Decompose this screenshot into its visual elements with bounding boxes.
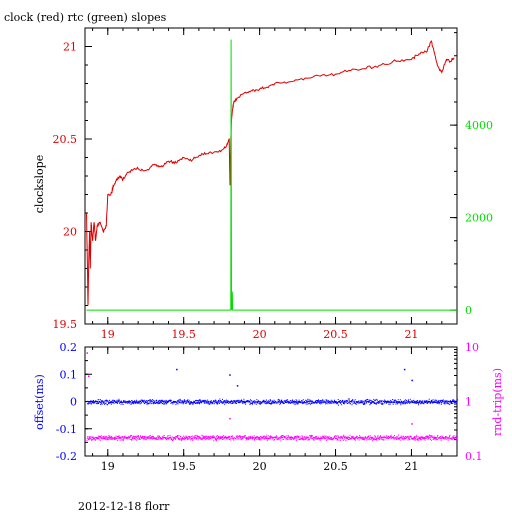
rndtrip-points xyxy=(86,352,458,442)
x-tick-label: 20 xyxy=(253,328,267,341)
offset-outlier xyxy=(229,374,231,376)
upper-plot-frame xyxy=(84,27,458,325)
x-tick-label: 19 xyxy=(101,328,115,341)
y2-tick-label: 0.1 xyxy=(465,450,483,463)
chart-title: clock (red) rtc (green) slopes xyxy=(4,11,167,24)
offset-outlier xyxy=(411,379,413,382)
x-tick-label: 21 xyxy=(404,460,418,473)
rndtrip-outlier xyxy=(411,423,413,425)
rndtrip-outlier xyxy=(88,375,90,377)
upper-x-axis: 19 19.5 20 20.5 21 xyxy=(92,28,443,341)
y-tick-label: -0.2 xyxy=(56,450,77,463)
y-tick-label: 0.2 xyxy=(60,341,78,354)
y-tick-label: 0 xyxy=(70,396,77,409)
upper-series xyxy=(86,39,457,311)
x-tick-label: 19.5 xyxy=(171,460,196,473)
y2-tick-label: 4000 xyxy=(465,119,493,132)
y-tick-label: 0.1 xyxy=(60,368,78,381)
lower-panel: 19 19.5 20 20.5 21 -0.2 -0.1 0 0.1 0.2 0.1 1 10 of… xyxy=(33,341,504,473)
offset-points xyxy=(86,368,458,406)
y-tick-label: 19.5 xyxy=(53,318,78,331)
x-tick-label: 21 xyxy=(404,328,418,341)
lower-series xyxy=(86,352,458,442)
x-tick-label: 19.5 xyxy=(171,328,196,341)
offset-cloud xyxy=(86,398,458,406)
y2-tick-label: 0 xyxy=(465,304,472,317)
lower-y2-axis-label: rnd-trip(ms) xyxy=(491,368,504,436)
lower-y-axis-label: offset(ms) xyxy=(33,374,46,430)
x-tick-label: 20.5 xyxy=(323,328,348,341)
offset-outlier xyxy=(403,368,406,371)
offset-outlier xyxy=(176,368,178,371)
y-tick-label: 20 xyxy=(63,226,77,239)
y2-tick-label: 2000 xyxy=(465,212,493,225)
lower-y-axis: -0.2 -0.1 0 0.1 0.2 xyxy=(56,341,92,463)
upper-y-axis-label: clockslope xyxy=(33,155,46,213)
upper-panel: 19 19.5 20 20.5 21 19.5 20 20.5 21 0 2000 4000 cl… xyxy=(33,27,493,341)
y-tick-label: 20.5 xyxy=(53,133,78,146)
y-tick-label: -0.1 xyxy=(56,423,77,436)
rndtrip-outlier xyxy=(229,417,231,420)
x-tick-label: 20.5 xyxy=(323,460,348,473)
y-tick-label: 21 xyxy=(63,41,77,54)
x-tick-label: 19 xyxy=(101,460,115,473)
x-tick-label: 20 xyxy=(253,460,267,473)
lower-y2-axis: 0.1 1 10 xyxy=(450,341,483,463)
rndtrip-outlier xyxy=(86,352,88,354)
lower-x-axis: 19 19.5 20 20.5 21 xyxy=(92,347,443,473)
upper-y2-axis: 0 2000 4000 xyxy=(450,32,493,317)
upper-y-axis: 19.5 20 20.5 21 xyxy=(53,27,92,331)
footer-label: 2012-12-18 florr xyxy=(78,500,170,512)
offset-outlier xyxy=(236,385,239,387)
rtc-slope-line xyxy=(86,39,457,311)
y2-tick-label: 10 xyxy=(465,341,479,354)
clock-slope-line xyxy=(86,39,455,306)
y2-tick-label: 1 xyxy=(465,396,472,409)
rndtrip-cloud xyxy=(86,434,458,442)
